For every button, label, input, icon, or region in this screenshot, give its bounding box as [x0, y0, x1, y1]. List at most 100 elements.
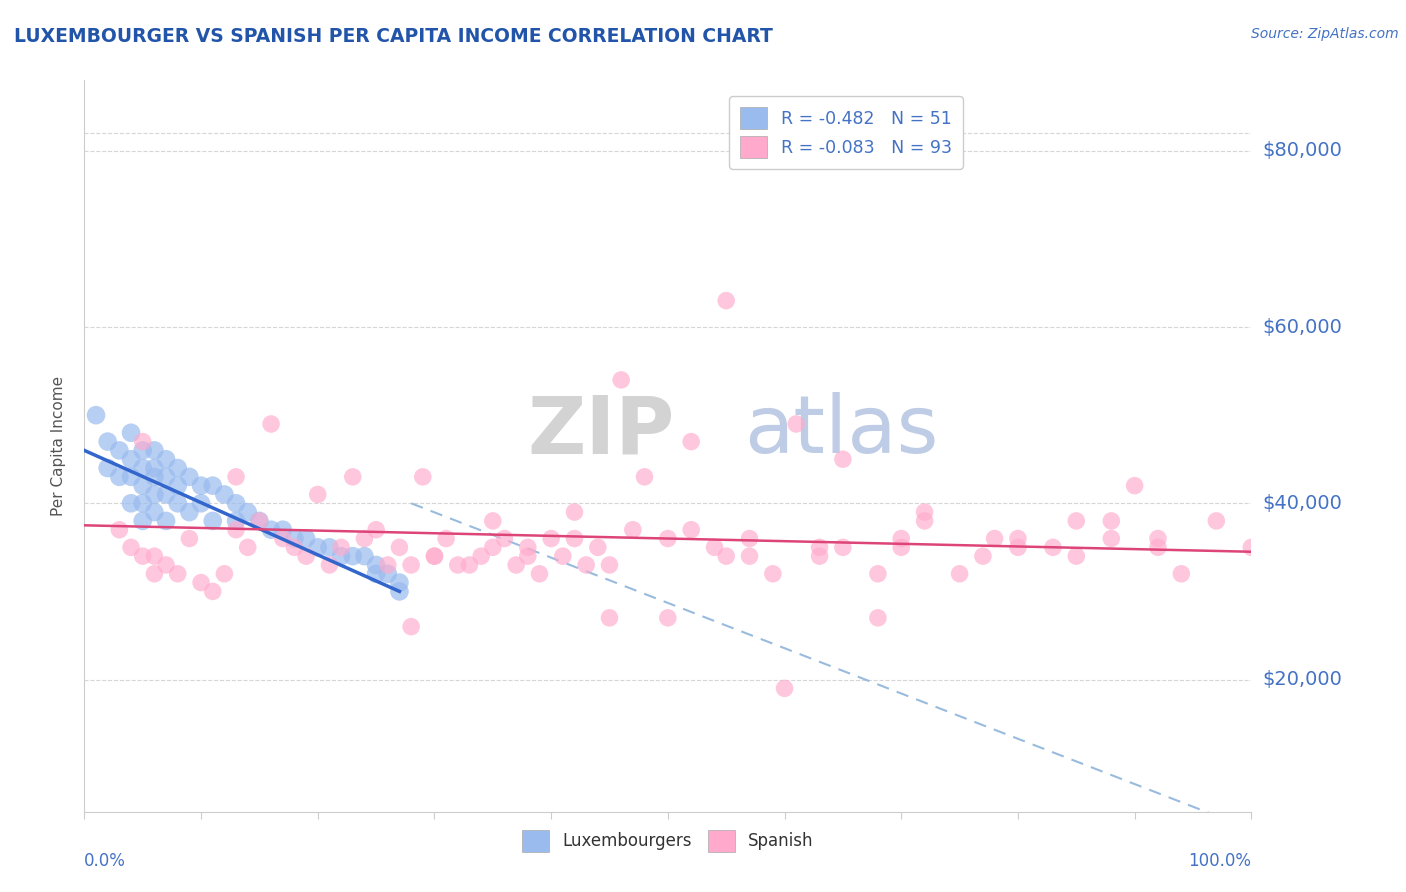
Point: [97, 434, 120, 449]
Point: [388, 584, 411, 599]
Point: [249, 514, 271, 528]
Point: [143, 505, 166, 519]
Point: [366, 566, 388, 581]
Point: [166, 478, 188, 492]
Point: [225, 523, 247, 537]
Point: [1007, 532, 1029, 546]
Point: [1099, 514, 1122, 528]
Point: [225, 470, 247, 484]
Point: [132, 496, 155, 510]
Point: [295, 532, 318, 546]
Point: [342, 549, 364, 563]
Point: [120, 541, 142, 555]
Text: Source: ZipAtlas.com: Source: ZipAtlas.com: [1251, 27, 1399, 41]
Point: [866, 566, 889, 581]
Point: [599, 558, 621, 572]
Point: [890, 541, 912, 555]
Point: [108, 523, 131, 537]
Point: [516, 541, 538, 555]
Point: [249, 514, 271, 528]
Point: [155, 558, 177, 572]
Text: $20,000: $20,000: [1263, 670, 1343, 689]
Point: [225, 496, 247, 510]
Point: [1066, 514, 1088, 528]
Point: [271, 523, 294, 537]
Point: [575, 558, 598, 572]
Point: [143, 549, 166, 563]
Point: [808, 549, 831, 563]
Text: atlas: atlas: [744, 392, 938, 470]
Point: [983, 532, 1005, 546]
Point: [551, 549, 574, 563]
Point: [481, 541, 505, 555]
Point: [1170, 566, 1192, 581]
Point: [785, 417, 807, 431]
Point: [1205, 514, 1227, 528]
Point: [773, 681, 796, 696]
Point: [166, 566, 188, 581]
Point: [295, 549, 318, 563]
Point: [132, 461, 155, 475]
Point: [307, 487, 329, 501]
Point: [481, 514, 505, 528]
Point: [190, 575, 212, 590]
Y-axis label: Per Capita Income: Per Capita Income: [51, 376, 66, 516]
Point: [470, 549, 492, 563]
Point: [738, 532, 761, 546]
Point: [681, 434, 703, 449]
Point: [143, 461, 166, 475]
Point: [377, 566, 399, 581]
Point: [97, 461, 120, 475]
Text: 100.0%: 100.0%: [1188, 852, 1251, 870]
Point: [260, 523, 283, 537]
Text: 0.0%: 0.0%: [84, 852, 127, 870]
Point: [914, 505, 936, 519]
Point: [120, 425, 142, 440]
Point: [366, 523, 388, 537]
Point: [201, 584, 224, 599]
Point: [236, 541, 259, 555]
Point: [1099, 532, 1122, 546]
Point: [236, 505, 259, 519]
Point: [657, 532, 679, 546]
Point: [586, 541, 609, 555]
Legend: Luxembourgers, Spanish: Luxembourgers, Spanish: [516, 823, 820, 858]
Point: [132, 549, 155, 563]
Point: [271, 532, 294, 546]
Point: [84, 408, 107, 422]
Point: [1007, 541, 1029, 555]
Point: [949, 566, 972, 581]
Point: [190, 478, 212, 492]
Point: [866, 611, 889, 625]
Point: [120, 470, 142, 484]
Point: [132, 478, 155, 492]
Point: [657, 611, 679, 625]
Point: [166, 461, 188, 475]
Point: [832, 541, 855, 555]
Point: [179, 470, 201, 484]
Point: [458, 558, 481, 572]
Point: [155, 514, 177, 528]
Point: [412, 470, 434, 484]
Point: [399, 558, 422, 572]
Point: [353, 532, 375, 546]
Point: [143, 470, 166, 484]
Point: [201, 514, 224, 528]
Point: [330, 549, 353, 563]
Point: [353, 549, 375, 563]
Point: [166, 496, 188, 510]
Point: [762, 566, 785, 581]
Point: [132, 443, 155, 458]
Point: [201, 478, 224, 492]
Point: [599, 611, 621, 625]
Point: [108, 443, 131, 458]
Text: $60,000: $60,000: [1263, 318, 1343, 336]
Point: [388, 541, 411, 555]
Point: [423, 549, 446, 563]
Point: [1066, 549, 1088, 563]
Point: [399, 620, 422, 634]
Point: [132, 434, 155, 449]
Point: [143, 443, 166, 458]
Point: [633, 470, 655, 484]
Point: [1123, 478, 1146, 492]
